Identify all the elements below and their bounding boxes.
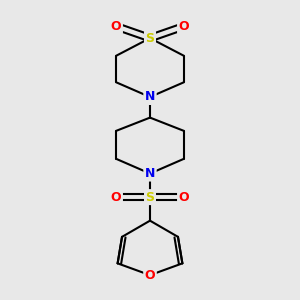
Text: O: O: [178, 20, 189, 33]
Text: O: O: [111, 20, 122, 33]
Text: S: S: [146, 190, 154, 204]
Text: S: S: [146, 32, 154, 45]
Text: O: O: [145, 268, 155, 282]
Text: O: O: [111, 190, 122, 204]
Text: N: N: [145, 167, 155, 180]
Text: N: N: [145, 91, 155, 103]
Text: O: O: [178, 190, 189, 204]
